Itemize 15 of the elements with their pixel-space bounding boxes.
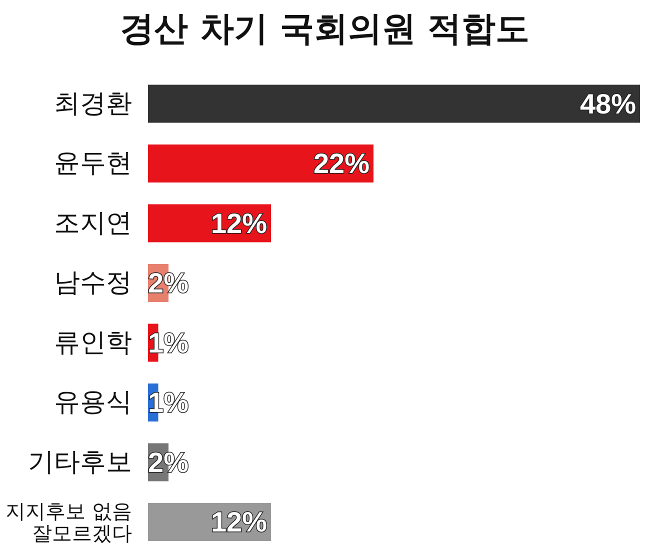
data-label: 12%: [210, 506, 268, 538]
y-tick-label: 최경환: [54, 88, 132, 119]
data-label: 48%: [580, 88, 636, 120]
chart-title: 경산 차기 국회의원 적합도: [119, 8, 531, 51]
data-label: 12%: [210, 208, 268, 239]
data-label: 22%: [313, 148, 370, 180]
bar: [148, 144, 374, 183]
y-tick-label: 유용식: [54, 388, 132, 418]
y-tick-label: 지지후보 없음 잘모르겠다: [6, 499, 132, 546]
y-tick-label: 남수정: [54, 268, 132, 298]
y-tick-label: 류인학: [54, 328, 132, 358]
y-tick-label: 기타후보: [28, 447, 132, 478]
y-tick-label: 조지연: [54, 208, 132, 238]
bar: [148, 84, 640, 123]
y-tick-label: 윤두현: [54, 148, 132, 179]
